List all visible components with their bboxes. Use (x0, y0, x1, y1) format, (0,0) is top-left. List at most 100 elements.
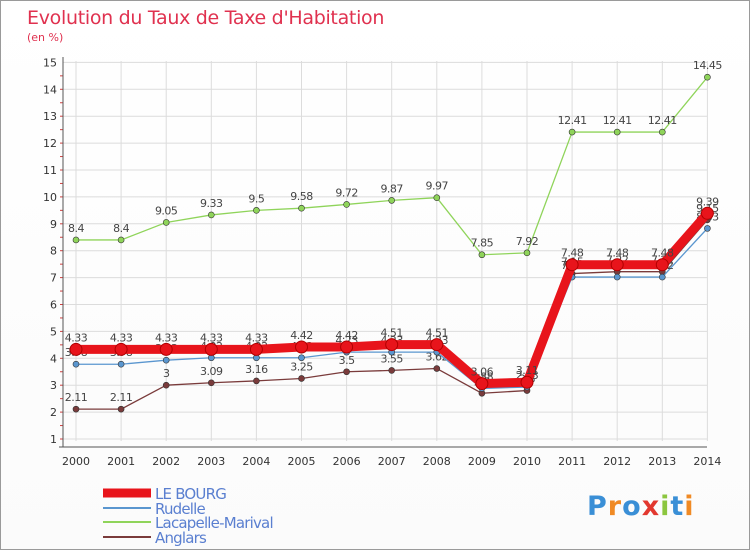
x-tick-label: 2010 (513, 455, 541, 468)
data-label: 9.5 (248, 192, 264, 205)
data-label: 3.06 (471, 366, 494, 379)
logo-letter: o (622, 491, 642, 522)
y-tick-label: 4 (50, 352, 57, 365)
data-point (433, 365, 441, 372)
data-point (704, 73, 711, 81)
data-label: 4.33 (200, 331, 223, 344)
data-point (253, 207, 260, 214)
data-point (117, 405, 125, 413)
logo-letter: i (684, 491, 695, 522)
data-point (114, 342, 128, 356)
data-point (430, 338, 444, 352)
logo-letter: r (607, 491, 623, 522)
data-label: 3 (163, 367, 170, 380)
data-point (343, 368, 350, 376)
data-point (343, 201, 350, 208)
data-point (613, 128, 621, 136)
data-label: 9.39 (696, 195, 719, 208)
data-label: 9.87 (380, 182, 403, 195)
legend-label: Rudelle (155, 500, 206, 518)
y-tick-label: 11 (43, 164, 57, 177)
data-point (253, 377, 260, 385)
data-point (655, 258, 669, 272)
x-tick-label: 2012 (603, 455, 631, 468)
data-label: 3.09 (200, 365, 223, 378)
chart-title: Evolution du Taux de Taxe d'Habitation (27, 7, 385, 29)
y-tick-label: 9 (50, 218, 57, 231)
data-label: 4.51 (380, 327, 403, 340)
data-label: 4.33 (110, 331, 133, 344)
data-point (117, 360, 125, 368)
proxiti-logo: Proxiti (587, 491, 695, 522)
data-point (208, 379, 215, 387)
data-label: 8.4 (68, 222, 84, 235)
data-point (700, 206, 714, 220)
data-point (298, 204, 305, 212)
data-label: 3.11 (516, 364, 539, 377)
x-tick-label: 2005 (288, 455, 316, 468)
legend-label: LE BOURG (155, 485, 226, 503)
data-point (704, 225, 711, 232)
y-tick-label: 13 (43, 110, 57, 123)
y-tick-label: 8 (50, 245, 57, 258)
data-label: 12.41 (603, 114, 632, 127)
legend-label: Lacapelle-Marival (155, 514, 273, 532)
data-label: 2.11 (65, 391, 88, 404)
data-point (478, 251, 486, 259)
data-point (388, 197, 396, 204)
data-label: 14.45 (693, 59, 722, 72)
data-label: 9.33 (200, 197, 223, 210)
data-label: 4.33 (65, 331, 88, 344)
data-point (162, 381, 170, 389)
data-label: 7.48 (606, 247, 629, 260)
y-tick-label: 2 (50, 406, 57, 419)
data-label: 7.85 (471, 237, 494, 250)
data-point (433, 194, 441, 202)
y-tick-label: 14 (43, 83, 57, 96)
data-point (72, 405, 80, 413)
data-label: 4.51 (426, 327, 449, 340)
data-point (610, 258, 624, 272)
data-point (385, 338, 399, 352)
data-point (162, 356, 170, 364)
data-point (295, 340, 308, 354)
x-tick-label: 2007 (378, 455, 406, 468)
data-label: 4.33 (155, 331, 178, 344)
data-label: 9.58 (290, 190, 313, 203)
data-label: 4.33 (245, 331, 268, 344)
x-tick-label: 2003 (197, 455, 225, 468)
data-label: 9.72 (335, 186, 358, 199)
data-point (298, 354, 305, 362)
data-point (520, 375, 534, 389)
x-tick-label: 2009 (468, 455, 496, 468)
x-tick-label: 2004 (242, 455, 270, 468)
data-point (388, 367, 396, 374)
data-label: 9.05 (155, 204, 178, 217)
data-point (523, 249, 531, 257)
x-tick-label: 2006 (333, 455, 361, 468)
data-label: 12.41 (558, 114, 587, 127)
data-label: 4.42 (290, 329, 313, 342)
chart-subtitle: (en %) (27, 31, 64, 44)
data-point (658, 128, 666, 136)
data-label: 3.25 (290, 360, 313, 373)
data-point (117, 236, 125, 244)
data-point (204, 342, 218, 356)
legend-label: Anglars (155, 529, 207, 547)
data-label: 7.92 (516, 235, 539, 248)
data-label: 9.97 (426, 180, 449, 193)
data-point (565, 258, 579, 272)
y-tick-label: 3 (50, 379, 57, 392)
data-point (613, 273, 621, 281)
x-tick-label: 2002 (152, 455, 180, 468)
y-tick-label: 1 (50, 433, 57, 446)
x-tick-label: 2008 (423, 455, 451, 468)
data-label: 12.41 (648, 114, 677, 127)
x-tick-label: 2000 (62, 455, 90, 468)
data-label: 4.42 (335, 329, 358, 342)
data-label: 7.48 (651, 247, 674, 260)
data-label: 3.5 (339, 354, 355, 367)
data-point (340, 340, 354, 354)
